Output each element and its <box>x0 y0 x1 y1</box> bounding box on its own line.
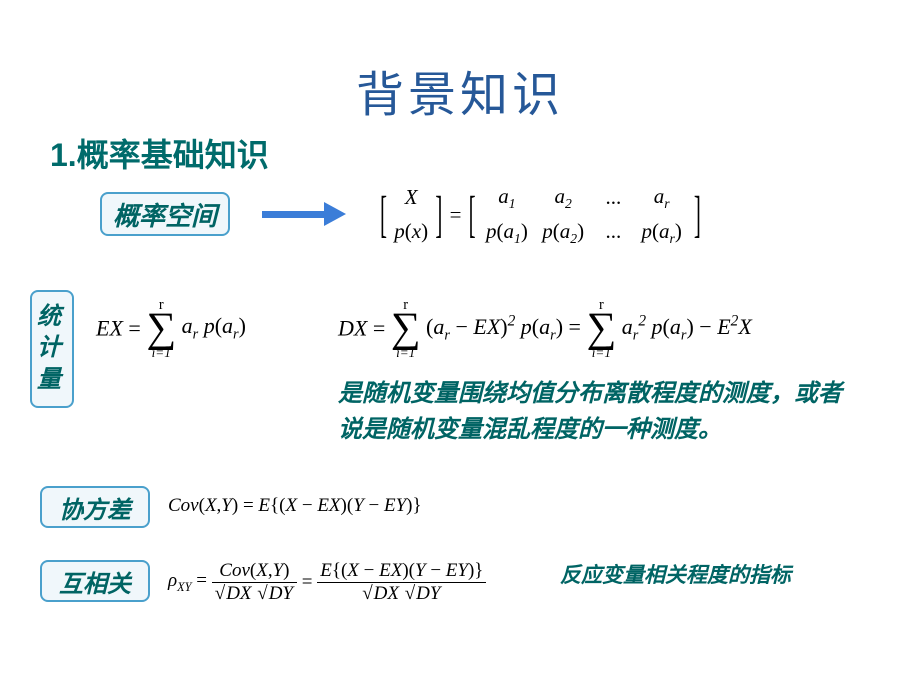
section-subtitle: 1.概率基础知识 <box>50 130 269 176</box>
label-covariance: 协方差 <box>40 486 150 528</box>
formula-prob-matrix: [ Xp(x) ] = [ a1p(a1) a2p(a2) ...... arp… <box>378 180 703 250</box>
label-prob-space: 概率空间 <box>100 192 230 236</box>
label-statistic: 统 计 量 <box>30 290 74 408</box>
arrow-icon <box>262 202 348 226</box>
formula-dx: DX = r∑i=1 (ar − EX)2 p(ar) = r∑i=1 ar2 … <box>338 298 752 359</box>
stat-char: 统 <box>37 302 67 333</box>
stat-char: 量 <box>37 365 67 396</box>
page-title: 背景知识 <box>0 0 920 125</box>
stat-char: 计 <box>37 333 67 364</box>
formula-rho: ρXY = Cov(X,Y) DX DY = E{(X − EX)(Y − EY… <box>168 560 486 605</box>
label-correlation: 互相关 <box>40 560 150 602</box>
formula-cov: Cov(X,Y) = E{(X − EX)(Y − EY)} <box>168 495 422 517</box>
formula-ex: EX = r∑i=1 ar p(ar) <box>96 298 246 359</box>
annotation-rho: 反应变量相关程度的指标 <box>560 560 791 592</box>
annotation-dx: 是随机变量围绕均值分布离散程度的测度，或者说是随机变量混乱程度的一种测度。 <box>338 376 858 448</box>
